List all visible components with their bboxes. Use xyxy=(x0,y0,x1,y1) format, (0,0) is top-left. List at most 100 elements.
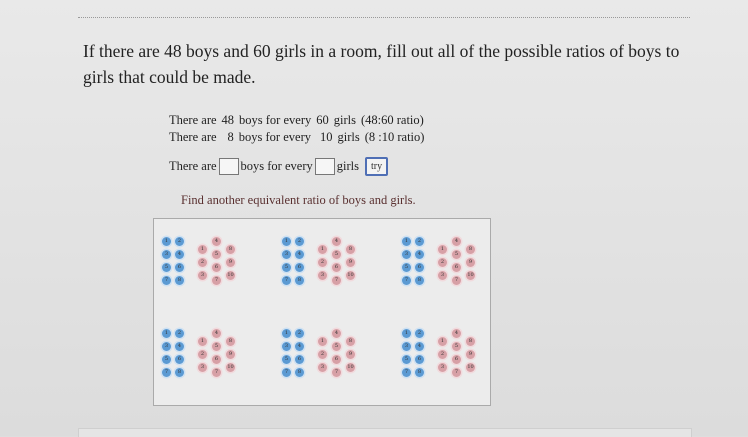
girl-dot: 3 xyxy=(438,271,447,280)
girl-dot: 1 xyxy=(438,245,447,254)
girl-dot: 10 xyxy=(226,271,235,280)
boy-dot: 7 xyxy=(162,276,171,285)
ratio-boys: 8 xyxy=(227,130,234,144)
girl-dot: 7 xyxy=(452,276,461,285)
boy-dot: 3 xyxy=(282,250,291,259)
boy-dot: 6 xyxy=(415,263,424,272)
boy-dot: 7 xyxy=(402,276,411,285)
ratio-prefix: There are xyxy=(169,130,217,144)
girl-dot: 9 xyxy=(466,258,475,267)
boy-dot: 1 xyxy=(402,329,411,338)
girl-dot: 5 xyxy=(332,342,341,351)
boys-input[interactable] xyxy=(218,158,239,175)
girl-dot: 1 xyxy=(198,245,207,254)
boy-dot: 1 xyxy=(162,329,171,338)
ratio-suffix: girls xyxy=(333,113,356,127)
boy-dot: 2 xyxy=(295,237,304,246)
boy-dot: 6 xyxy=(175,355,184,364)
boy-dot: 5 xyxy=(402,263,411,272)
boy-dot: 4 xyxy=(415,342,424,351)
boy-dot: 8 xyxy=(415,276,424,285)
boy-dot: 4 xyxy=(295,342,304,351)
girl-dot: 8 xyxy=(226,245,235,254)
boy-dot: 5 xyxy=(162,263,171,272)
boy-dot: 1 xyxy=(402,237,411,246)
girl-dot: 8 xyxy=(466,337,475,346)
girl-dot: 2 xyxy=(438,350,447,359)
girl-dot: 8 xyxy=(466,245,475,254)
ratio-row: There are 48 boys for every 60 girls (48:60 r… xyxy=(169,112,429,129)
girl-dot: 5 xyxy=(212,250,221,259)
boy-dot: 3 xyxy=(402,250,411,259)
girl-dot: 7 xyxy=(212,368,221,377)
girl-dot: 5 xyxy=(452,342,461,351)
boy-dot: 1 xyxy=(162,237,171,246)
girl-dot: 10 xyxy=(466,271,475,280)
group: 1 2 3 4 5 6 7 8 1 2 3 4 5 6 7 8 9 10 xyxy=(282,237,362,297)
boy-dot: 5 xyxy=(282,355,291,364)
girl-dot: 3 xyxy=(318,363,327,372)
boy-dot: 4 xyxy=(295,250,304,259)
boy-dot: 6 xyxy=(295,263,304,272)
boy-dot: 1 xyxy=(282,329,291,338)
entry-prefix: There are xyxy=(169,159,217,173)
group: 1 2 3 4 5 6 7 8 1 2 3 4 5 6 7 8 9 10 xyxy=(402,237,482,297)
ratio-value: (8 :10 ratio) xyxy=(364,130,425,144)
girl-dot: 9 xyxy=(226,350,235,359)
question-text: If there are 48 boys and 60 girls in a r… xyxy=(83,41,680,87)
group: 1 2 3 4 5 6 7 8 1 2 3 4 5 6 7 8 9 10 xyxy=(282,329,362,389)
ratio-boys: 48 xyxy=(221,113,235,127)
girl-dot: 2 xyxy=(318,258,327,267)
ratio-prefix: There are xyxy=(169,113,217,127)
boy-dot: 2 xyxy=(415,237,424,246)
boy-dot: 3 xyxy=(162,250,171,259)
girl-dot: 10 xyxy=(346,363,355,372)
ratio-girls: 10 xyxy=(319,130,333,144)
boy-dot: 5 xyxy=(162,355,171,364)
boy-dot: 7 xyxy=(162,368,171,377)
boy-dot: 8 xyxy=(415,368,424,377)
ratio-mid: boys for every xyxy=(238,130,311,144)
girl-dot: 10 xyxy=(226,363,235,372)
girl-dot: 5 xyxy=(212,342,221,351)
girl-dot: 9 xyxy=(346,350,355,359)
girl-dot: 10 xyxy=(466,363,475,372)
groups-panel: 1 2 3 4 5 6 7 8 1 2 3 4 5 6 7 8 9 10 1 2 3 4 5 6 7 8 1 2 3 4 5 6 7 8 9 10 1 2… xyxy=(153,218,491,406)
girl-dot: 5 xyxy=(452,250,461,259)
boy-dot: 4 xyxy=(175,250,184,259)
girl-dot: 6 xyxy=(452,263,461,272)
ratio-row: There are 8 boys for every 10 girls (8 :10 ra… xyxy=(169,129,429,146)
girl-dot: 4 xyxy=(452,237,461,246)
instruction-text: Find another equivalent ratio of boys an… xyxy=(181,193,416,207)
group: 1 2 3 4 5 6 7 8 1 2 3 4 5 6 7 8 9 10 xyxy=(162,237,242,297)
girl-dot: 6 xyxy=(332,355,341,364)
ratio-girls: 60 xyxy=(316,113,329,127)
girl-dot: 3 xyxy=(438,363,447,372)
girl-dot: 9 xyxy=(226,258,235,267)
girl-dot: 4 xyxy=(332,329,341,338)
boy-dot: 8 xyxy=(175,276,184,285)
ratio-list: There are 48 boys for every 60 girls (48:60 r… xyxy=(169,112,429,146)
ratio-mid: boys for every xyxy=(239,113,312,127)
divider xyxy=(78,17,690,18)
girl-dot: 2 xyxy=(438,258,447,267)
girl-dot: 3 xyxy=(198,363,207,372)
girl-dot: 6 xyxy=(212,263,221,272)
girl-dot: 1 xyxy=(198,337,207,346)
girl-dot: 7 xyxy=(452,368,461,377)
girl-dot: 8 xyxy=(346,245,355,254)
boy-dot: 8 xyxy=(295,368,304,377)
girl-dot: 9 xyxy=(466,350,475,359)
girls-input[interactable] xyxy=(314,158,335,175)
boy-dot: 6 xyxy=(295,355,304,364)
girl-dot: 2 xyxy=(198,258,207,267)
try-button[interactable]: try xyxy=(364,157,389,176)
boy-dot: 2 xyxy=(415,329,424,338)
girl-dot: 7 xyxy=(332,276,341,285)
boy-dot: 5 xyxy=(402,355,411,364)
ratio-value: (48:60 ratio) xyxy=(360,113,424,127)
girl-dot: 4 xyxy=(212,329,221,338)
boy-dot: 4 xyxy=(175,342,184,351)
girl-dot: 7 xyxy=(212,276,221,285)
girl-dot: 10 xyxy=(346,271,355,280)
